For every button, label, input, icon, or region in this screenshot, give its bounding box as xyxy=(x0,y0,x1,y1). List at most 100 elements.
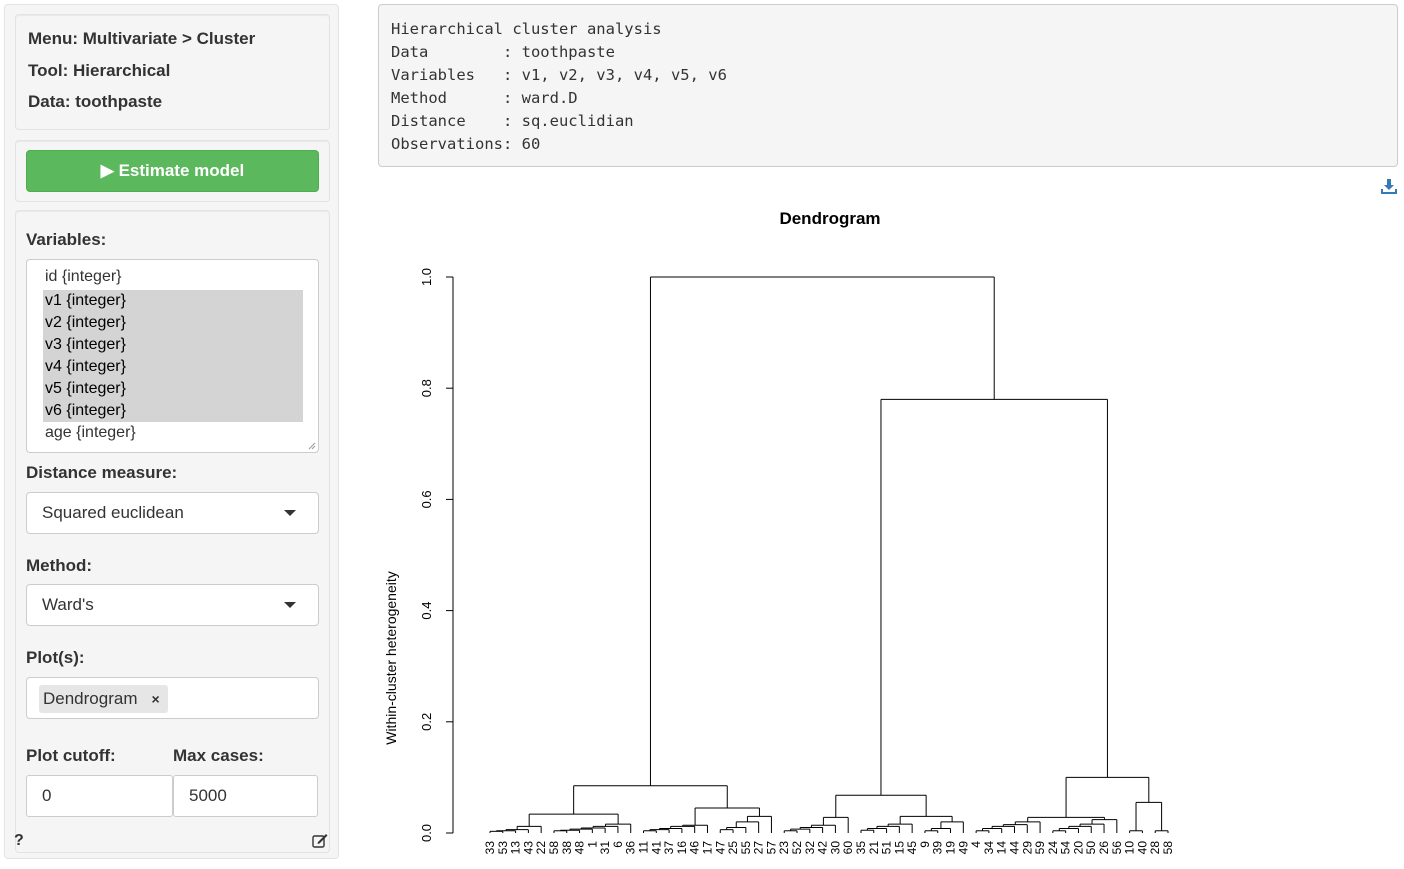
leaf-label: 14 xyxy=(995,841,1009,855)
leaf-label: 19 xyxy=(944,841,958,855)
y-tick-label: 0.6 xyxy=(419,490,434,508)
leaf-label: 36 xyxy=(624,841,638,855)
plots-multiselect[interactable]: Dendrogram × xyxy=(26,677,319,719)
variable-option-v2[interactable]: v2 {integer} xyxy=(43,312,303,334)
leaf-label: 41 xyxy=(649,841,663,855)
leaf-label: 26 xyxy=(1097,841,1111,855)
leaf-label: 31 xyxy=(598,841,612,855)
leaf-label: 45 xyxy=(905,841,919,855)
maxcases-label: Max cases: xyxy=(173,746,264,765)
chart-title: Dendrogram xyxy=(779,209,880,228)
dendrogram-tree xyxy=(489,276,1169,833)
variable-option-v4[interactable]: v4 {integer} xyxy=(43,356,303,378)
leaf-label: 59 xyxy=(1033,841,1047,855)
leaf-label: 53 xyxy=(496,841,510,855)
leaf-label: 30 xyxy=(828,841,842,855)
method-select[interactable]: Ward's xyxy=(26,584,319,626)
summary-line: Variables : v1, v2, v3, v4, v5, v6 xyxy=(391,66,727,84)
leaf-label: 22 xyxy=(534,841,548,855)
leaf-label: 43 xyxy=(521,841,535,855)
summary-line: Method : ward.D xyxy=(391,89,578,107)
dendrogram-chart: Dendrogram Within-cluster heterogeneity … xyxy=(383,209,1175,855)
leaf-label: 17 xyxy=(700,841,714,855)
leaf-label: 54 xyxy=(1059,841,1073,855)
leaf-label: 48 xyxy=(573,841,587,855)
leaf-label: 50 xyxy=(1084,841,1098,855)
y-tick-label: 1.0 xyxy=(419,268,434,286)
leaf-label: 52 xyxy=(790,841,804,855)
leaf-label: 20 xyxy=(1071,841,1085,855)
variable-option-v3[interactable]: v3 {integer} xyxy=(43,334,303,356)
summary-line: Distance : sq.euclidian xyxy=(391,112,634,130)
plot-tag-dendrogram: Dendrogram × xyxy=(39,685,168,713)
menu-path: Menu: Multivariate > Cluster xyxy=(28,29,256,48)
leaf-label: 21 xyxy=(867,841,881,855)
data-name: Data: toothpaste xyxy=(28,92,163,111)
plot-tag-label: Dendrogram xyxy=(43,689,138,708)
variable-option-id[interactable]: id {integer} xyxy=(45,268,122,285)
leaf-label: 49 xyxy=(956,841,970,855)
y-tick-label: 0.8 xyxy=(419,379,434,397)
y-tick-label: 0.4 xyxy=(419,602,434,620)
leaf-label: 44 xyxy=(1007,841,1021,855)
help-button[interactable]: ? xyxy=(14,832,24,849)
plot-cutoff-input[interactable]: 0 xyxy=(26,775,173,817)
leaf-label: 28 xyxy=(1148,841,1162,855)
distance-select-value: Squared euclidean xyxy=(42,503,184,522)
leaf-label: 24 xyxy=(1046,841,1060,855)
download-icon[interactable] xyxy=(1380,178,1398,195)
summary-line: Observations: 60 xyxy=(391,135,541,153)
info-panel: Menu: Multivariate > Cluster Tool: Hiera… xyxy=(15,14,330,130)
leaf-labels: 3353134322583848131636114137164617472555… xyxy=(483,841,1175,855)
leaf-label: 60 xyxy=(841,841,855,855)
estimate-model-button[interactable]: ▶ Estimate model xyxy=(26,150,319,192)
leaf-label: 33 xyxy=(483,841,497,855)
leaf-label: 57 xyxy=(764,841,778,855)
leaf-label: 13 xyxy=(509,841,523,855)
variable-option-v5[interactable]: v5 {integer} xyxy=(43,378,303,400)
y-tick-label: 0.2 xyxy=(419,713,434,731)
leaf-label: 40 xyxy=(1135,841,1149,855)
edit-icon[interactable] xyxy=(312,833,328,848)
leaf-label: 39 xyxy=(931,841,945,855)
leaf-label: 58 xyxy=(1161,841,1175,855)
method-label: Method: xyxy=(26,556,93,575)
variable-option-v6[interactable]: v6 {integer} xyxy=(43,400,303,422)
leaf-label: 23 xyxy=(777,841,791,855)
leaf-label: 34 xyxy=(982,841,996,855)
leaf-label: 42 xyxy=(816,841,830,855)
method-select-value: Ward's xyxy=(42,595,94,614)
max-cases-input[interactable]: 5000 xyxy=(173,775,318,817)
y-axis-label: Within-cluster heterogeneity xyxy=(383,571,399,745)
leaf-label: 9 xyxy=(918,841,932,848)
variable-option-v1[interactable]: v1 {integer} xyxy=(43,290,303,312)
chevron-down-icon xyxy=(284,510,296,516)
summary-line: Data : toothpaste xyxy=(391,43,615,61)
y-tick-label: 0.0 xyxy=(419,824,434,842)
leaf-label: 10 xyxy=(1123,841,1137,855)
chevron-down-icon xyxy=(284,602,296,608)
sidebar-panel: Menu: Multivariate > Cluster Tool: Hiera… xyxy=(4,4,339,859)
distance-select[interactable]: Squared euclidean xyxy=(26,492,319,534)
leaf-label: 58 xyxy=(547,841,561,855)
leaf-label: 35 xyxy=(854,841,868,855)
leaf-label: 38 xyxy=(560,841,574,855)
remove-tag-icon[interactable]: × xyxy=(151,691,160,707)
variable-option-age[interactable]: age {integer} xyxy=(45,424,136,441)
variables-label: Variables: xyxy=(26,230,107,249)
leaf-label: 15 xyxy=(892,841,906,855)
settings-panel: Variables: id {integer} v1 {integer} v2 … xyxy=(15,210,330,853)
leaf-label: 32 xyxy=(803,841,817,855)
plots-label: Plot(s): xyxy=(26,648,85,667)
leaf-label: 6 xyxy=(611,841,625,848)
cutoff-label: Plot cutoff: xyxy=(26,746,116,765)
resize-handle-icon[interactable] xyxy=(308,442,316,450)
variables-listbox[interactable]: id {integer} v1 {integer} v2 {integer} v… xyxy=(26,259,319,453)
leaf-label: 46 xyxy=(688,841,702,855)
leaf-label: 51 xyxy=(880,841,894,855)
model-summary-output: Hierarchical cluster analysis Data : toot… xyxy=(378,4,1398,167)
leaf-label: 4 xyxy=(969,841,983,848)
leaf-label: 37 xyxy=(662,841,676,855)
leaf-label: 11 xyxy=(637,841,651,854)
leaf-label: 25 xyxy=(726,841,740,855)
